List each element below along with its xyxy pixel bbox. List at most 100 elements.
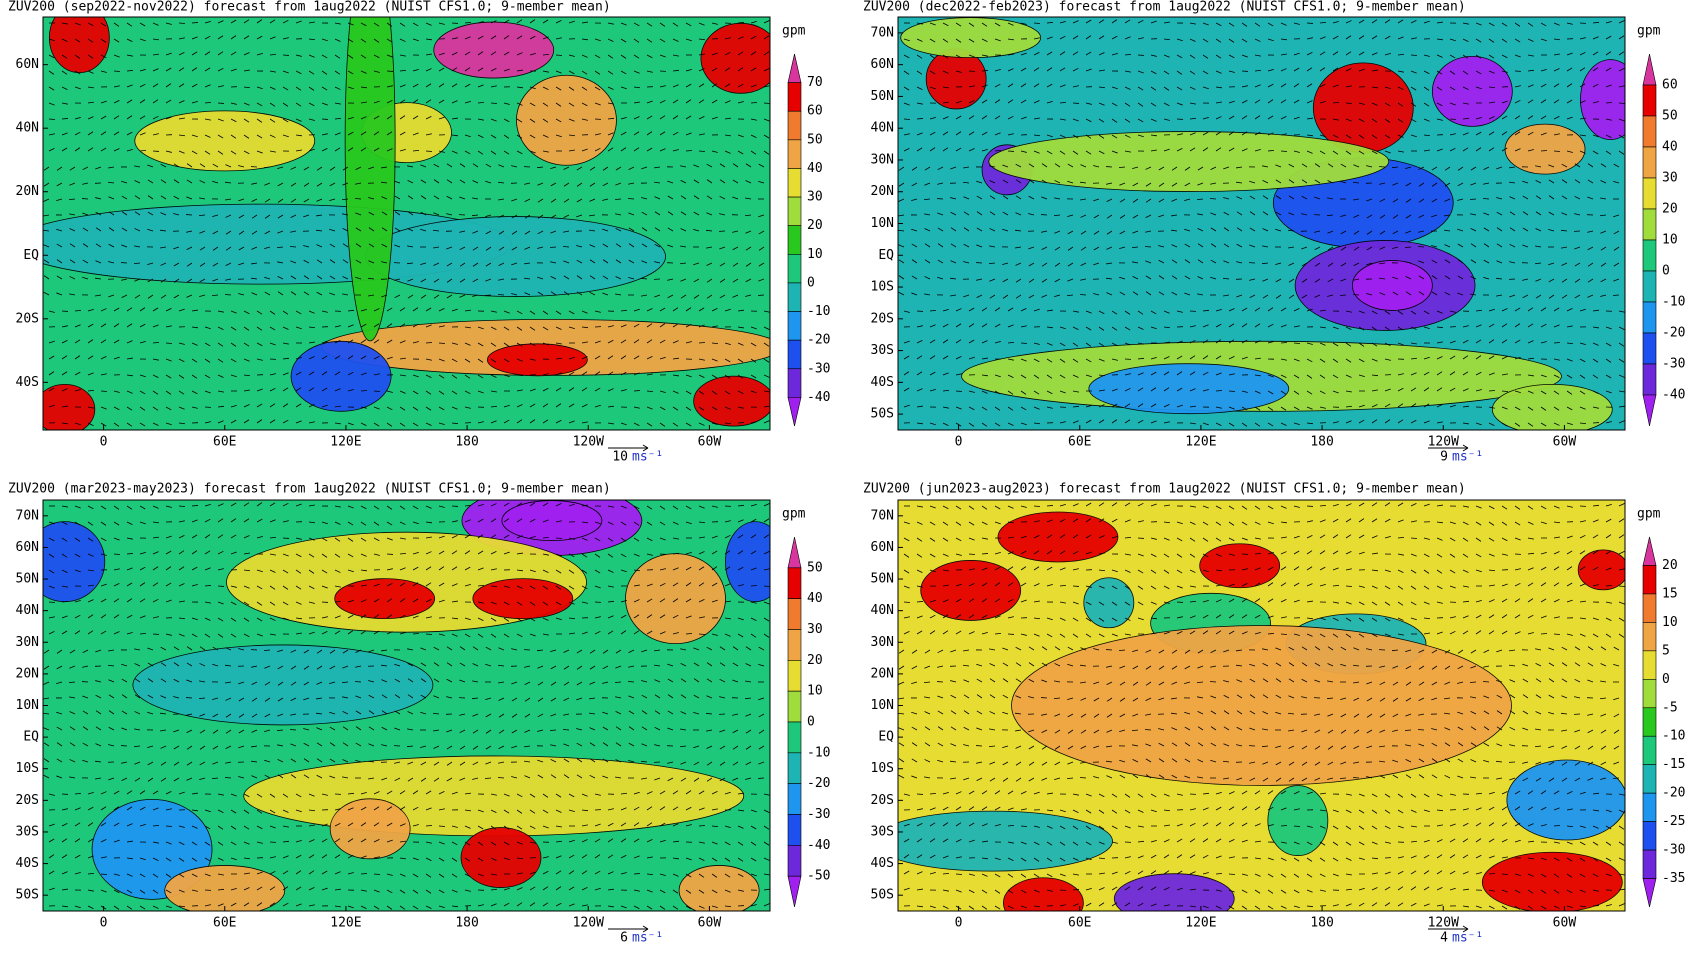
x-tick-label: 120E: [330, 916, 361, 931]
y-tick-label: 50S: [16, 888, 39, 903]
contour-region: [502, 501, 602, 541]
colorbar-segment: [788, 283, 801, 312]
x-tick-label: 120W: [1428, 435, 1459, 450]
y-tick-label: 60N: [871, 57, 894, 72]
wind-vector: [439, 343, 445, 344]
x-tick-label: 180: [455, 435, 478, 450]
colorbar-segment: [788, 722, 801, 753]
wind-vector: [1034, 506, 1040, 507]
wind-vector: [62, 118, 68, 119]
wind-vector: [1216, 390, 1222, 391]
y-tick-label: 40S: [16, 375, 39, 390]
colorbar-label: 70: [807, 75, 823, 90]
colorbar-segment: [788, 630, 801, 661]
colorbar-segment: [1643, 271, 1656, 302]
contour-region: [1482, 852, 1622, 912]
x-tick-label: 180: [455, 916, 478, 931]
wind-vector: [1606, 585, 1612, 586]
contour-region: [694, 376, 774, 426]
y-tick-label: 40N: [871, 121, 894, 136]
colorbar-label: 60: [1662, 78, 1678, 93]
contour-region: [989, 132, 1389, 192]
contour-region: [244, 756, 744, 836]
colorbar-segment: [1643, 333, 1656, 364]
wind-vector: [1034, 23, 1040, 24]
wind-vector: [686, 633, 692, 634]
y-tick-label: 60N: [16, 57, 39, 72]
y-tick-label: 70N: [871, 25, 894, 40]
x-tick-label: 180: [1310, 435, 1333, 450]
contour-region: [1313, 63, 1413, 153]
colorbar-label: 40: [807, 591, 823, 606]
wind-vector: [1229, 391, 1235, 392]
wind-vector: [485, 778, 491, 779]
x-tick-label: 120E: [330, 435, 361, 450]
y-tick-label: 30N: [16, 635, 39, 650]
panel: ZUV200 (mar2023-may2023) forecast from 1…: [8, 482, 830, 946]
wind-vector: [127, 70, 133, 71]
wind-vector: [699, 634, 705, 635]
reference-value: 9: [1440, 450, 1448, 465]
colorbar-segment: [1643, 147, 1656, 178]
y-tick-label: 60N: [16, 540, 39, 555]
map-field: [25, 486, 786, 916]
contour-region: [1432, 56, 1512, 126]
colorbar-label: 50: [1662, 109, 1678, 124]
x-tick-label: 60E: [213, 435, 236, 450]
contour-region: [335, 579, 435, 619]
wind-vector: [1047, 505, 1053, 506]
wind-vector: [426, 342, 432, 343]
colorbar-label: 10: [807, 684, 823, 699]
colorbar-label: -30: [807, 361, 830, 376]
map-field: [11, 0, 782, 434]
y-tick-label: 20N: [16, 184, 39, 199]
colorbar-segment: [788, 197, 801, 226]
y-tick-label: 10N: [871, 216, 894, 231]
x-tick-label: 120W: [573, 435, 604, 450]
wind-vector: [426, 825, 432, 826]
wind-vector: [374, 391, 380, 392]
y-tick-label: 70N: [16, 508, 39, 523]
contour-region: [487, 344, 587, 376]
colorbar-unit: gpm: [1637, 24, 1661, 39]
wind-vector: [361, 873, 367, 874]
colorbar-label: -20: [1662, 326, 1685, 341]
wind-vector: [615, 682, 621, 683]
wind-vector: [192, 22, 198, 23]
wind-vector: [62, 601, 68, 602]
contour-region: [1268, 786, 1328, 856]
colorbar-segment: [788, 140, 801, 169]
colorbar-segment: [788, 312, 801, 341]
wind-vector: [699, 151, 705, 152]
colorbar-label: -20: [807, 776, 830, 791]
wind-vector: [439, 826, 445, 827]
wind-vector: [969, 554, 975, 555]
reference-unit: ms⁻¹: [1452, 450, 1483, 465]
colorbar-segment: [788, 340, 801, 369]
colorbar-segment: [788, 845, 801, 876]
x-tick-label: 120E: [1185, 435, 1216, 450]
colorbar-segment: [788, 784, 801, 815]
y-tick-label: 40N: [16, 603, 39, 618]
colorbar-label: -30: [807, 807, 830, 822]
x-tick-label: 0: [100, 916, 108, 931]
colorbar-label: 20: [1662, 202, 1678, 217]
colorbar-label: 20: [807, 218, 823, 233]
y-tick-label: EQ: [878, 248, 894, 263]
colorbar-triangle: [788, 537, 801, 568]
colorbar-segment: [1643, 240, 1656, 271]
colorbar-label: 40: [1662, 140, 1678, 155]
wind-vector: [114, 554, 120, 555]
contour-region: [701, 23, 781, 93]
wind-vector: [982, 70, 988, 71]
wind-vector: [917, 118, 923, 119]
wind-vector: [550, 730, 556, 731]
panel: ZUV200 (dec2022-feb2023) forecast from 1…: [863, 0, 1685, 465]
x-tick-label: 60W: [698, 435, 722, 450]
y-tick-label: EQ: [23, 730, 39, 745]
colorbar-segment: [1643, 209, 1656, 240]
wind-vector: [485, 295, 491, 296]
colorbar-label: -10: [1662, 295, 1685, 310]
colorbar-label: -30: [1662, 357, 1685, 372]
